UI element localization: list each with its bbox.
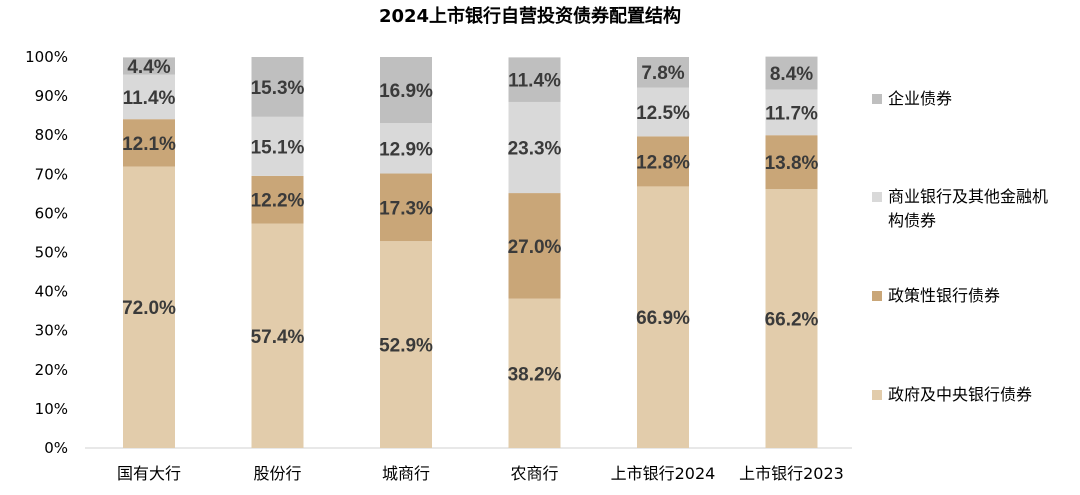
- bar-segment: [637, 87, 689, 137]
- y-tick-label: 20%: [35, 361, 68, 379]
- y-tick-label: 70%: [35, 165, 68, 183]
- data-label: 11.4%: [508, 71, 561, 92]
- bar-segment: [637, 186, 689, 448]
- y-tick-label: 80%: [35, 126, 68, 144]
- data-label: 11.4%: [123, 88, 176, 109]
- data-label: 12.1%: [122, 134, 176, 155]
- bar-stacks: 72.0% 12.1% 11.4% 4.4% 57.4% 12.2% 15.1% 15.3% 5…: [122, 56, 819, 449]
- data-label: 12.8%: [636, 152, 690, 173]
- data-label: 7.8%: [641, 63, 684, 84]
- data-label: 52.9%: [379, 336, 433, 357]
- x-tick-label: 城商行: [382, 464, 430, 483]
- legend-swatch: [872, 192, 882, 202]
- y-tick-label: 100%: [25, 48, 68, 66]
- bar-segment: [123, 119, 175, 167]
- bar-segment: [380, 57, 432, 124]
- bar-segment: [251, 116, 304, 176]
- bar-segment: [123, 57, 175, 75]
- data-label: 13.8%: [765, 153, 819, 174]
- data-label: 12.2%: [251, 191, 305, 212]
- legend-swatch: [872, 94, 882, 104]
- data-label: 16.9%: [379, 81, 433, 102]
- bar-segment: [765, 135, 818, 190]
- x-tick-label: 股份行: [253, 464, 301, 483]
- data-label: 15.1%: [251, 137, 305, 158]
- x-tick-label: 上市银行2024: [611, 464, 716, 483]
- y-tick-label: 50%: [35, 244, 68, 262]
- bar-segment: [508, 101, 561, 194]
- bar-segment: [123, 166, 175, 449]
- legend-swatch: [872, 390, 882, 400]
- data-label: 4.4%: [127, 57, 170, 78]
- data-label: 12.9%: [379, 139, 433, 160]
- x-tick-label: 国有大行: [117, 464, 181, 483]
- data-label: 15.3%: [251, 78, 305, 99]
- y-tick-label: 0%: [44, 439, 68, 457]
- data-label: 27.0%: [508, 237, 562, 258]
- data-label: 11.7%: [765, 103, 818, 124]
- x-axis: 国有大行 股份行 城商行 农商行 上市银行2024 上市银行2023: [85, 447, 852, 483]
- data-label: 8.4%: [770, 64, 813, 85]
- data-label: 23.3%: [508, 139, 562, 160]
- bar-segment: [251, 57, 304, 117]
- legend-swatch: [872, 291, 882, 301]
- x-tick-label: 农商行: [510, 464, 558, 483]
- y-tick-label: 10%: [35, 400, 68, 418]
- legend-label: 政府及中央银行债券: [888, 385, 1032, 404]
- legend-label: 企业债券: [888, 89, 952, 108]
- bar-segment: [765, 56, 818, 90]
- data-label: 66.9%: [636, 308, 690, 329]
- chart-title: 2024上市银行自营投资债券配置结构: [379, 5, 681, 27]
- bar-segment: [380, 173, 432, 242]
- bar-segment: [508, 298, 561, 448]
- bar-segment: [765, 189, 818, 448]
- y-tick-label: 40%: [35, 283, 68, 301]
- data-label: 17.3%: [379, 198, 433, 219]
- x-tick-label: 上市银行2023: [739, 464, 844, 483]
- bar-segment: [123, 74, 175, 120]
- bar-segment: [637, 136, 689, 187]
- bar-segment: [508, 57, 561, 102]
- bar-segment: [508, 193, 561, 299]
- y-tick-label: 90%: [35, 87, 68, 105]
- bar-segment: [380, 123, 432, 174]
- bar-segment: [251, 175, 304, 224]
- data-label: 72.0%: [122, 298, 176, 319]
- bar-segment: [637, 57, 689, 88]
- data-label: 38.2%: [508, 364, 562, 385]
- bar-segment: [251, 223, 304, 448]
- data-label: 57.4%: [251, 327, 305, 348]
- data-label: 12.5%: [636, 103, 690, 124]
- y-axis: 0% 10% 20% 30% 40% 50% 60% 70% 80% 90% 100%: [25, 48, 68, 457]
- data-label: 66.2%: [765, 310, 819, 331]
- legend-label: 商业银行及其他金融机构债券: [888, 187, 1048, 230]
- legend-label: 政策性银行债券: [888, 286, 1000, 305]
- y-tick-label: 30%: [35, 322, 68, 340]
- y-tick-label: 60%: [35, 204, 68, 222]
- bar-segment: [380, 241, 432, 448]
- bar-segment: [765, 89, 818, 136]
